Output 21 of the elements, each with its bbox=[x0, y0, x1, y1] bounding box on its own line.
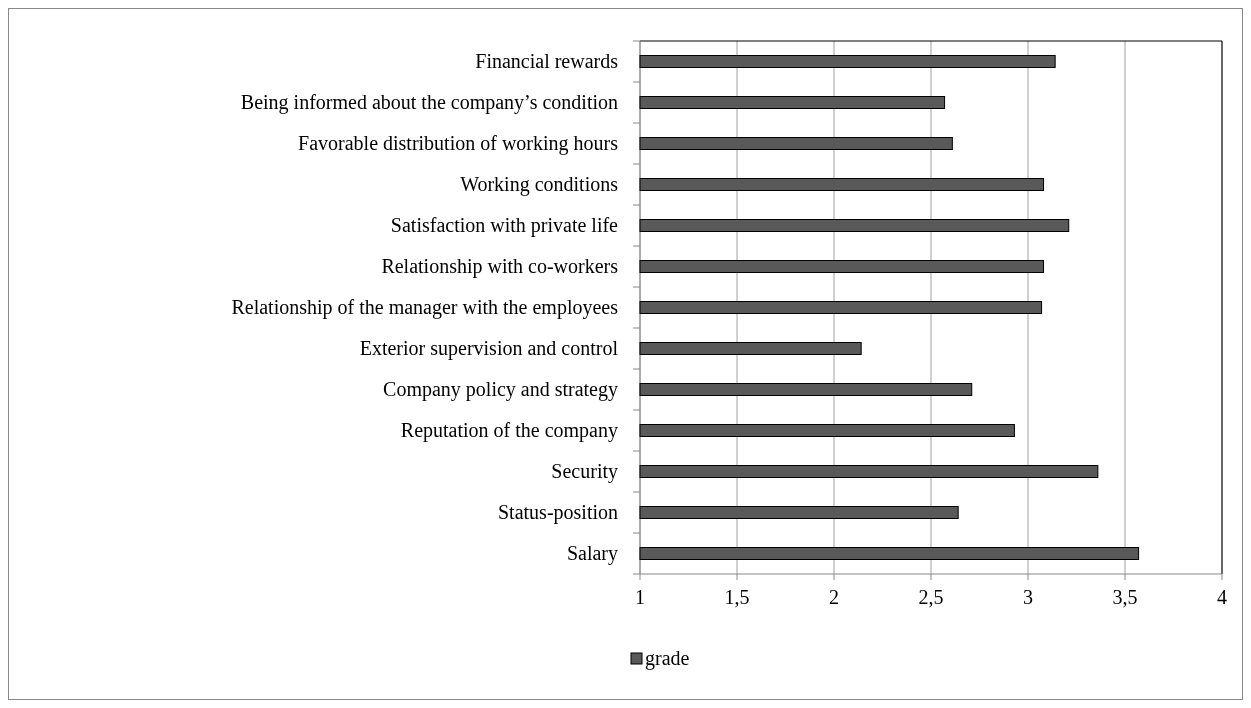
y-tick-label: Salary bbox=[566, 541, 618, 565]
y-tick-label: Relationship of the manager with the employees bbox=[231, 295, 619, 319]
y-tick-label: Relationship with co-workers bbox=[381, 254, 619, 278]
y-tick-label: Reputation of the company bbox=[400, 418, 618, 442]
x-tick-label: 4 bbox=[1217, 586, 1227, 608]
x-tick-label: 1 bbox=[635, 586, 645, 608]
y-tick-label: Satisfaction with private life bbox=[390, 213, 619, 237]
y-tick-label: Status-position bbox=[497, 500, 618, 524]
y-tick-label: Being informed about the company’s condition bbox=[240, 90, 618, 114]
y-tick-label: Security bbox=[551, 459, 618, 483]
x-tick-label: 2,5 bbox=[918, 586, 944, 608]
x-tick-label: 2 bbox=[829, 586, 839, 608]
y-tick-label: Financial rewards bbox=[475, 49, 619, 72]
x-tick-label: 1,5 bbox=[724, 586, 750, 608]
y-tick-label: Exterior supervision and control bbox=[359, 336, 619, 360]
y-tick-label: Working conditions bbox=[460, 172, 619, 196]
y-tick-label: Favorable distribution of working hours bbox=[298, 131, 619, 155]
x-tick-label: 3 bbox=[1023, 586, 1033, 608]
legend-label: grade bbox=[645, 647, 690, 670]
y-tick-label: Company policy and strategy bbox=[383, 377, 618, 401]
x-tick-label: 3,5 bbox=[1112, 586, 1138, 608]
